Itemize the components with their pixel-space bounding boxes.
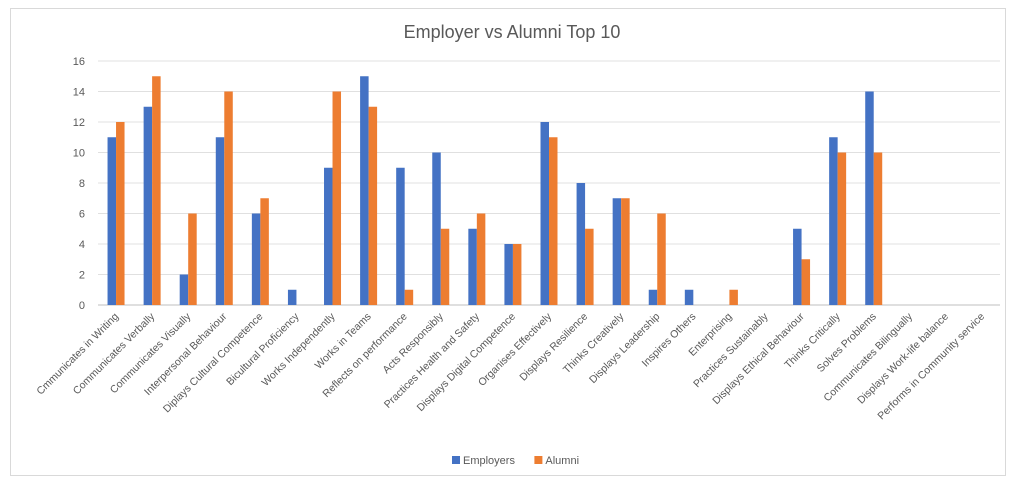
- legend-label-alumni: Alumni: [545, 455, 579, 467]
- bar-alumni: [585, 228, 594, 305]
- bar-employers: [324, 167, 333, 305]
- bar-alumni: [152, 76, 161, 305]
- bar-alumni: [837, 152, 847, 305]
- bar-alumni: [332, 91, 342, 305]
- bar-alumni: [801, 259, 811, 305]
- bar-alumni: [512, 244, 522, 305]
- bar-employers: [468, 228, 477, 305]
- y-tick-label: 2: [79, 270, 85, 282]
- bar-employers: [396, 167, 405, 305]
- y-tick-label: 6: [79, 209, 85, 221]
- y-tick-label: 0: [79, 300, 85, 312]
- bar-alumni: [188, 213, 197, 305]
- bar-employers: [360, 76, 369, 305]
- y-tick-label: 16: [73, 56, 85, 68]
- y-tick-label: 14: [73, 87, 85, 99]
- bar-alumni: [404, 289, 414, 305]
- bar-alumni: [729, 289, 738, 305]
- bar-alumni: [224, 91, 233, 305]
- bar-employers: [432, 152, 441, 305]
- x-tick-label: Thinks Creatively: [561, 310, 627, 376]
- bar-alumni: [368, 106, 378, 305]
- bar-employers: [576, 183, 586, 305]
- bar-alumni: [621, 198, 630, 305]
- bar-alumni: [549, 137, 558, 305]
- bar-employers: [287, 289, 297, 305]
- bar-employers: [793, 228, 802, 305]
- bar-employers: [829, 137, 838, 305]
- bar-employers: [215, 137, 225, 305]
- bar-employers: [612, 198, 622, 305]
- y-tick-label: 10: [73, 148, 85, 160]
- bar-alumni: [440, 228, 450, 305]
- bar-employers: [251, 213, 261, 305]
- bar-alumni: [657, 213, 666, 305]
- legend-swatch-employers: [452, 456, 460, 464]
- bar-alumni: [116, 122, 125, 305]
- bars: [107, 76, 883, 305]
- bar-employers: [865, 91, 874, 305]
- y-tick-label: 12: [73, 117, 85, 129]
- bar-employers: [504, 244, 513, 305]
- y-axis-ticks: 0 2 4 6 8 10 12 14 16: [73, 56, 85, 312]
- bar-alumni: [476, 213, 486, 305]
- x-tick-label: Displays Resilience: [517, 311, 590, 384]
- bar-employers: [179, 274, 189, 305]
- bar-employers: [143, 106, 153, 305]
- legend-swatch-alumni: [534, 456, 543, 464]
- y-tick-label: 4: [79, 239, 85, 251]
- x-tick-label: Acts Responsibly: [380, 310, 446, 376]
- bar-employers: [648, 289, 658, 305]
- bar-alumni: [873, 152, 883, 305]
- y-tick-label: 8: [79, 178, 85, 190]
- bar-employers: [107, 137, 117, 305]
- legend: Employers Alumni: [452, 455, 579, 467]
- legend-label-employers: Employers: [463, 455, 515, 467]
- bar-alumni: [260, 198, 269, 305]
- chart-title: Employer vs Alumni Top 10: [404, 22, 621, 42]
- bar-employers: [684, 289, 694, 305]
- bar-employers: [540, 122, 549, 305]
